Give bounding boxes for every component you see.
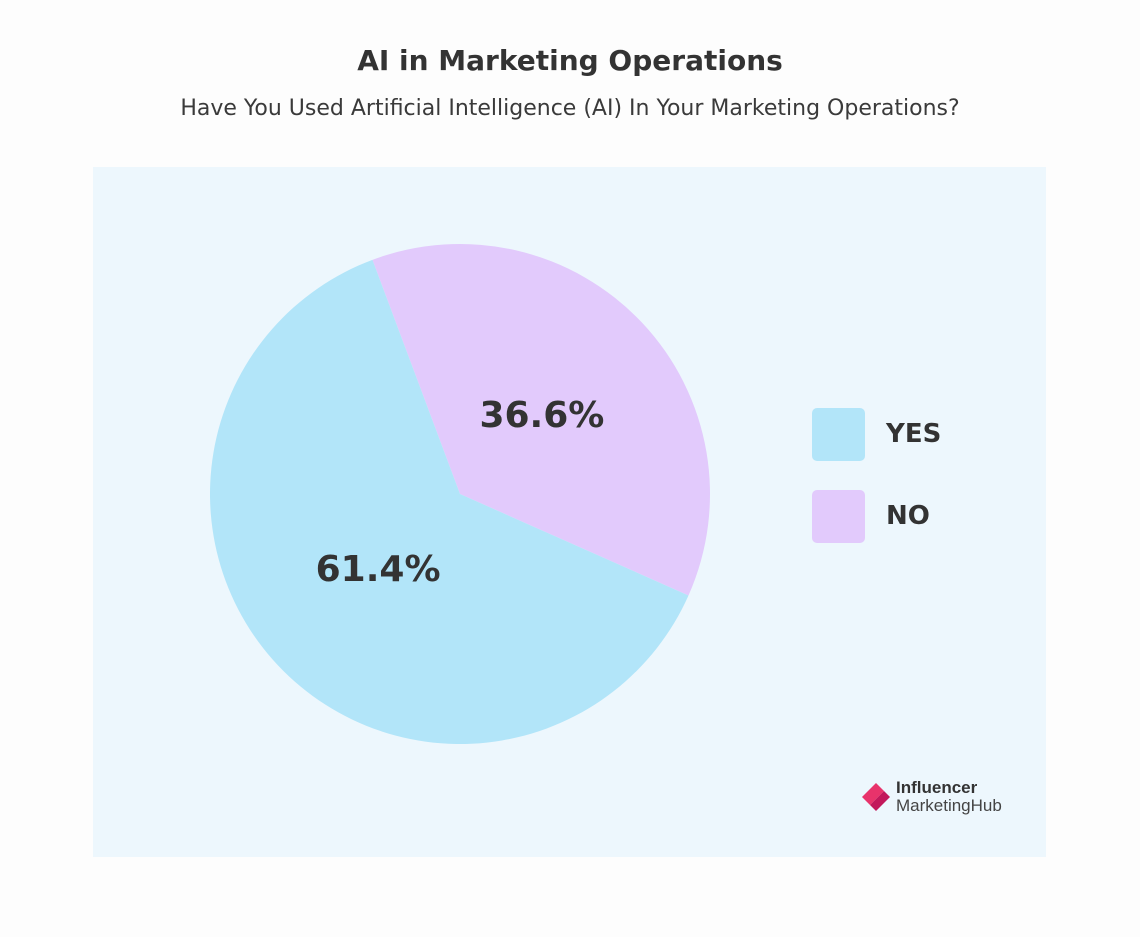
chart-panel: 36.6% 61.4% YES NO Influencer MarketingHu…: [93, 167, 1046, 857]
legend-item-yes: YES: [812, 407, 941, 461]
logo-line-influencer: Influencer: [896, 778, 978, 797]
pie-chart: 36.6% 61.4%: [209, 244, 710, 744]
data-label-no: 36.6%: [479, 395, 604, 436]
legend: YES NO: [812, 407, 941, 571]
chart-title: AI in Marketing Operations: [357, 44, 783, 77]
legend-swatch-yes: [812, 407, 865, 461]
data-label-yes: 61.4%: [316, 549, 441, 590]
influencer-marketing-hub-logo: Influencer MarketingHub: [858, 779, 1002, 815]
pie-slice-no: [372, 244, 710, 596]
pie-slice-yes: [209, 259, 689, 744]
chart-subtitle: Have You Used Artificial Intelligence (A…: [180, 96, 960, 121]
logo-text: Influencer MarketingHub: [896, 779, 1002, 815]
legend-item-no: NO: [812, 489, 941, 543]
legend-swatch-no: [812, 489, 865, 543]
legend-label-yes: YES: [886, 419, 942, 449]
logo-diamond-icon: [862, 783, 890, 811]
legend-label-no: NO: [886, 501, 930, 531]
logo-line-marketinghub: MarketingHub: [896, 796, 1002, 815]
